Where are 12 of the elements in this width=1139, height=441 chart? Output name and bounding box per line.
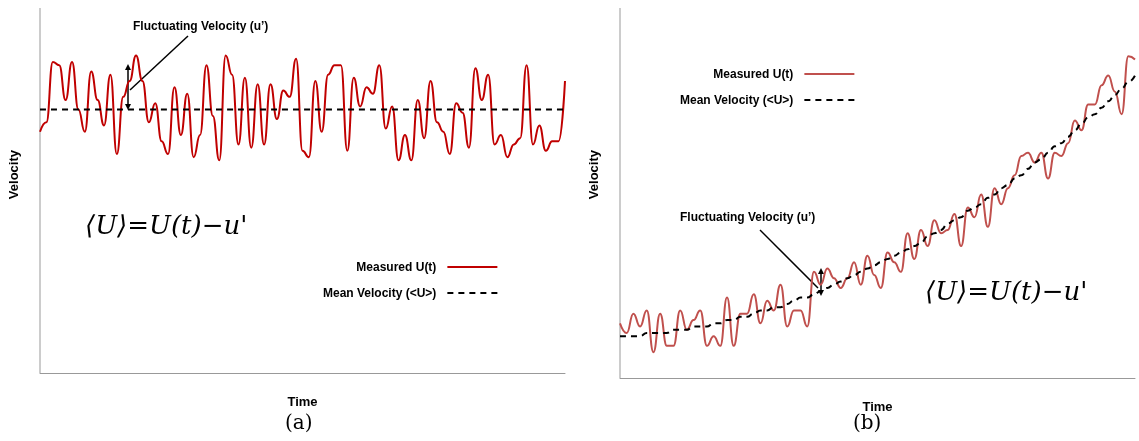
annotation: ⟨U⟩=U(t)−u' <box>925 276 1088 306</box>
legend-label: Mean Velocity (<U>) <box>323 286 437 300</box>
legend-label: Measured U(t) <box>713 67 794 81</box>
annotation: ⟨U⟩=U(t)−u' <box>85 210 248 240</box>
text: Fluctuating Velocity (u’) <box>133 19 269 33</box>
y-axis-title: Velocity <box>6 149 21 200</box>
legend-label: Mean Velocity (<U>) <box>680 93 794 107</box>
annotation: Fluctuating Velocity (u’) <box>680 210 816 224</box>
y-axis-title: Velocity <box>586 149 601 200</box>
legend-label: Measured U(t) <box>356 260 437 274</box>
x-axis-title: Time <box>287 394 318 409</box>
text: (a) <box>285 410 313 434</box>
